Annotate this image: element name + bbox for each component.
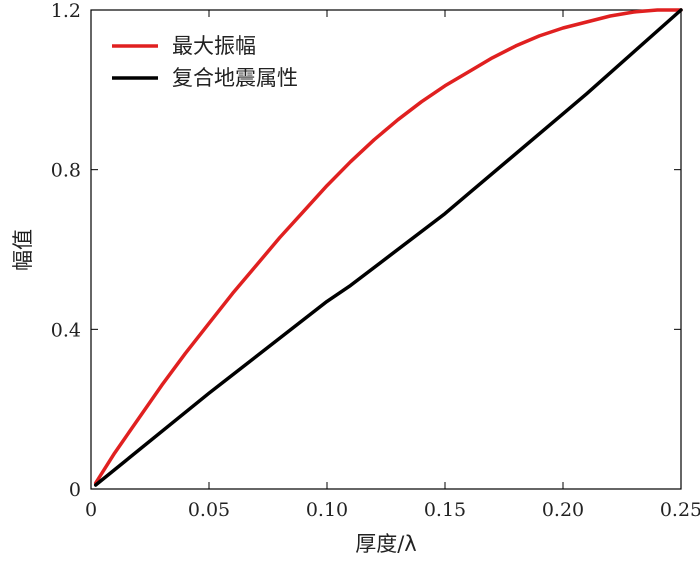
x-tick-label: 0.05 xyxy=(188,499,230,521)
x-tick-label: 0.10 xyxy=(306,499,348,521)
legend-label-1: 最大振幅 xyxy=(172,34,256,58)
series-line-2 xyxy=(93,8,683,487)
y-tick-label: 0 xyxy=(69,479,81,501)
x-tick-label: 0.15 xyxy=(424,499,466,521)
series-line-1 xyxy=(93,8,683,485)
x-tick-label: 0 xyxy=(85,499,97,521)
y-tick-label: 0.8 xyxy=(51,160,81,182)
legend-label-2: 复合地震属性 xyxy=(172,66,298,90)
series-layer xyxy=(93,8,683,487)
y-tick-label: 0.4 xyxy=(51,319,81,341)
x-tick-label: 0.20 xyxy=(542,499,584,521)
x-tick-label: 0.25 xyxy=(660,499,700,521)
plot-frame xyxy=(90,9,682,490)
y-axis-label: 幅值 xyxy=(11,229,35,271)
x-axis-label: 厚度/λ xyxy=(355,532,417,556)
y-tick-label: 1.2 xyxy=(51,0,81,22)
axis-ticks: 0 0.05 0.10 0.15 0.20 0.25 0 0.4 0.8 1.2 xyxy=(51,0,700,521)
